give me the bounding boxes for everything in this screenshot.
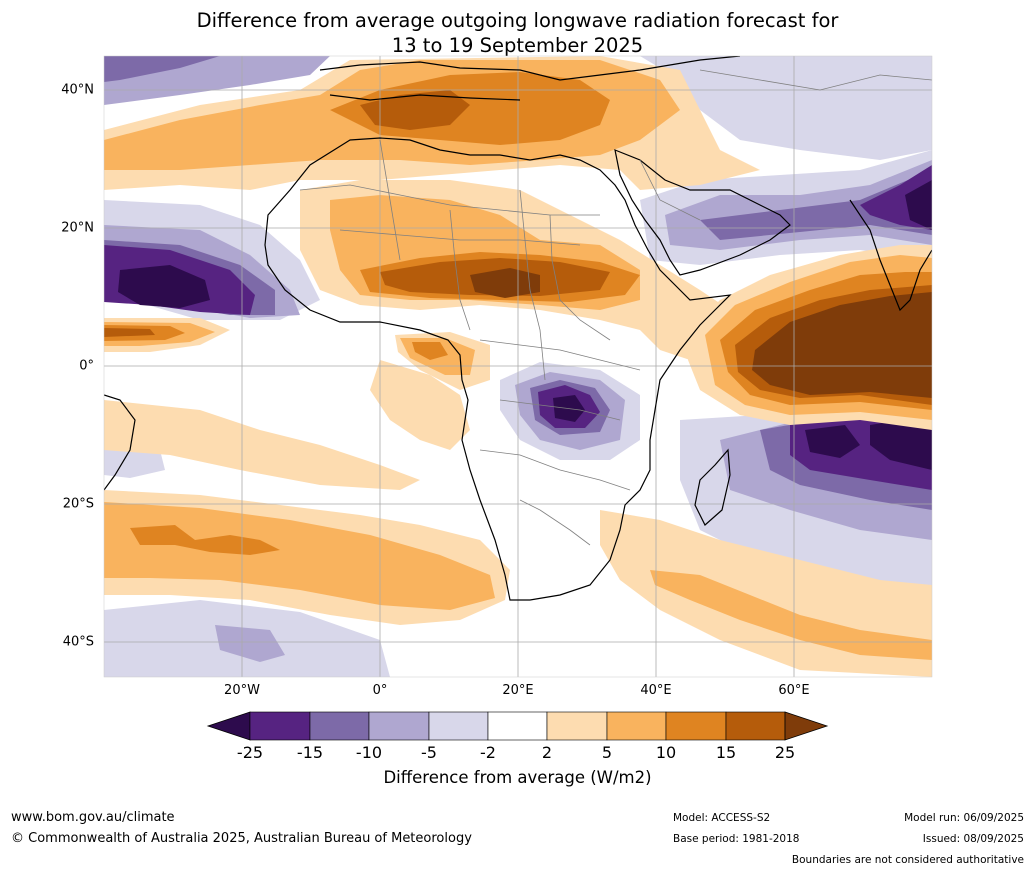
- coastlines: [104, 56, 932, 601]
- anomaly-zone: [370, 360, 470, 450]
- anomaly-zone: [130, 525, 280, 555]
- colorbar-tick: 15: [715, 743, 737, 762]
- anomaly-zone: [104, 56, 220, 82]
- colorbar-tick: 2: [541, 743, 553, 762]
- base-period-text: Base period: 1981-2018: [673, 833, 800, 845]
- lat-label-20n: 20°N: [61, 220, 94, 236]
- anomaly-zone: [470, 268, 540, 298]
- anomaly-zone: [640, 56, 932, 160]
- india-coastline: [849, 199, 932, 312]
- colorbar-segment: [665, 711, 727, 741]
- lon-label-20e: 20°E: [502, 683, 534, 698]
- colorbar-segment: [428, 711, 489, 741]
- africa-coastline: [264, 137, 732, 601]
- model-run-text: Model run: 06/09/2025: [904, 812, 1024, 824]
- lon-label-20w: 20°W: [224, 683, 260, 698]
- colorbar-segment: [487, 711, 548, 741]
- lat-label-20s: 20°S: [62, 496, 94, 512]
- europe-coastline: [319, 56, 741, 101]
- colorbar-segment: [368, 711, 430, 741]
- colorbar-segment: [249, 711, 311, 741]
- anomaly-zone: [118, 265, 210, 308]
- colorbar-segment: [725, 711, 786, 741]
- anomaly-zone: [104, 502, 495, 610]
- colorbar-tick: 5: [601, 743, 613, 762]
- lon-label-40e: 40°E: [640, 683, 672, 698]
- colorbar-segment: [546, 711, 608, 741]
- lon-label-60e: 60°E: [778, 683, 810, 698]
- colorbar-extend-high: [784, 711, 829, 741]
- model-text: Model: ACCESS-S2: [673, 812, 771, 824]
- colorbar-title: Difference from average (W/m2): [383, 768, 652, 787]
- anomaly-zone: [805, 425, 860, 458]
- colorbar-tick: -2: [480, 743, 496, 762]
- graticule: [104, 56, 932, 677]
- south-america-coastline: [104, 394, 136, 491]
- colorbar-tick: -5: [421, 743, 437, 762]
- anomaly-zone: [104, 328, 155, 337]
- map-frame: [103, 55, 933, 678]
- arabia-coastline: [614, 149, 791, 276]
- title-line-2: 13 to 19 September 2025: [391, 34, 644, 57]
- anomaly-zone: [905, 180, 932, 230]
- anomaly-zone: [870, 415, 932, 470]
- colorbar-segment: [606, 711, 667, 741]
- anomaly-zone: [650, 570, 932, 660]
- colorbar-tick: -25: [236, 743, 264, 762]
- country-borders: [299, 69, 932, 546]
- website-link[interactable]: www.bom.gov.au/climate: [11, 810, 175, 825]
- anomaly-zone: [360, 90, 470, 130]
- colorbar-tick: 25: [774, 743, 796, 762]
- anomaly-zone: [752, 292, 932, 398]
- lon-label-0: 0°: [372, 683, 388, 698]
- colorbar-tick: -15: [296, 743, 324, 762]
- madagascar-coastline: [694, 448, 731, 526]
- copyright-text: © Commonwealth of Australia 2025, Austra…: [11, 831, 472, 846]
- colorbar-segment: [309, 711, 370, 741]
- colorbar-tick: 10: [655, 743, 677, 762]
- anomaly-zone: [700, 170, 932, 240]
- lat-label-0: 0°: [79, 358, 94, 374]
- lat-label-40n: 40°N: [61, 82, 94, 98]
- anomaly-zone: [104, 400, 420, 490]
- colorbar-extend-low: [206, 711, 251, 741]
- issued-text: Issued: 08/09/2025: [922, 833, 1024, 845]
- anomaly-zone: [412, 342, 448, 360]
- colorbar-tick: -10: [355, 743, 383, 762]
- disclaimer-text: Boundaries are not considered authoritat…: [791, 854, 1024, 866]
- lat-label-40s: 40°S: [62, 634, 94, 650]
- map-title: Difference from average outgoing longwav…: [0, 8, 1035, 58]
- anomaly-zone: [215, 625, 285, 662]
- colorbar: [206, 711, 829, 741]
- title-line-1: Difference from average outgoing longwav…: [196, 9, 839, 32]
